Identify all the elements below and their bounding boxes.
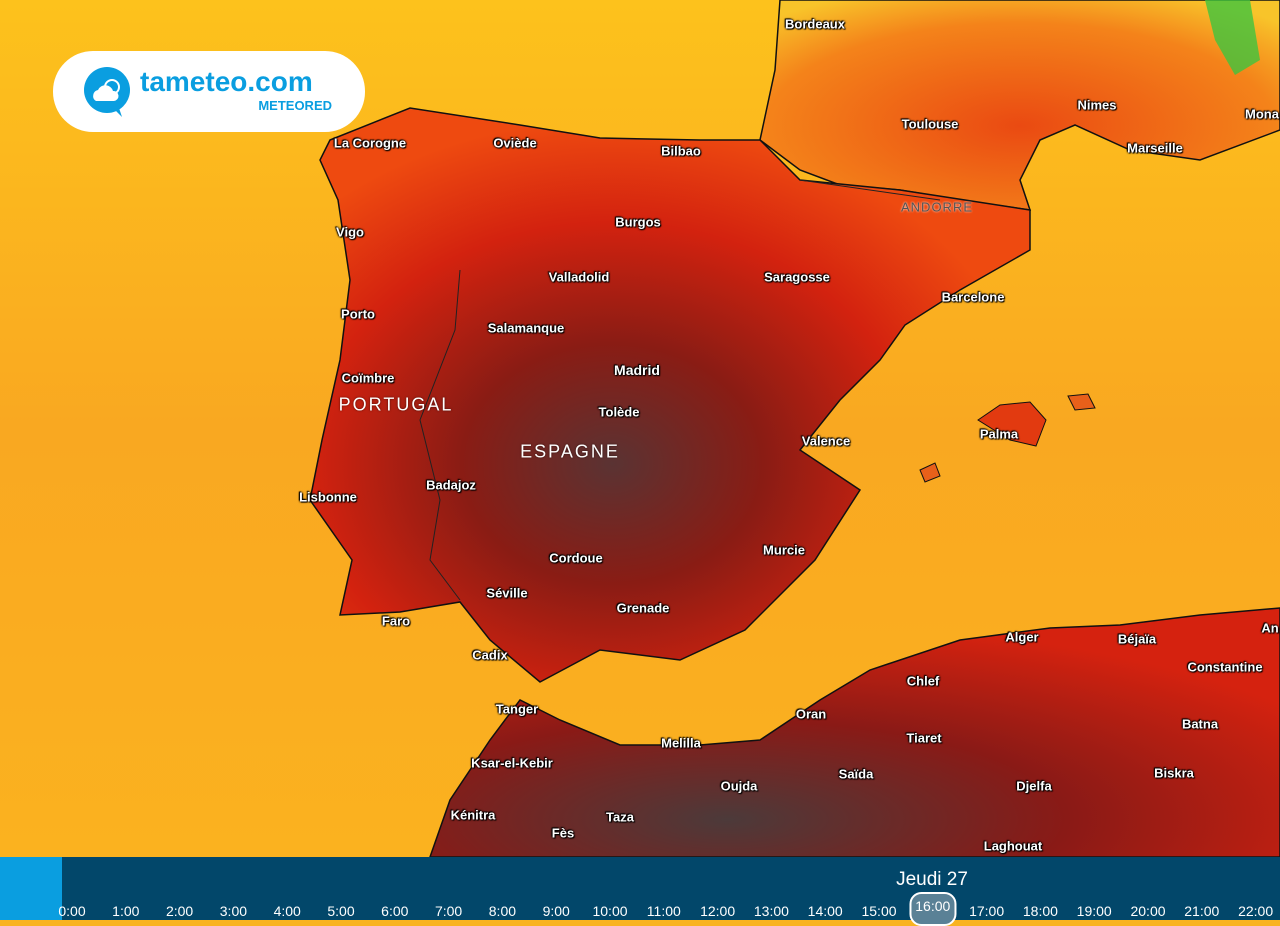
timeline-bar[interactable]: Jeudi 27 0:00 1:00 2:00 3:00 4:00 5:00 6:00 7:0… xyxy=(0,857,1280,926)
mallorca xyxy=(977,401,1047,447)
city-label: Ksar-el-Kebir xyxy=(471,755,553,771)
tameteo-logo[interactable]: tameteo.com METEORED xyxy=(53,51,365,132)
hour-tick-17-00[interactable]: 17:00 xyxy=(969,903,1005,919)
city-label: Taza xyxy=(606,809,634,825)
hour-tick-4-00[interactable]: 4:00 xyxy=(273,903,301,919)
hour-tick-21-00[interactable]: 21:00 xyxy=(1184,903,1220,919)
north-africa-land xyxy=(429,607,1280,857)
city-label: Cadix xyxy=(472,647,508,663)
city-label: Valence xyxy=(801,433,851,449)
city-label: Séville xyxy=(486,585,528,601)
menorca xyxy=(1067,393,1096,411)
hour-tick-15-00[interactable]: 15:00 xyxy=(861,903,897,919)
country-label: PORTUGAL xyxy=(338,394,454,415)
hour-tick-5-00[interactable]: 5:00 xyxy=(327,903,355,919)
temperature-map[interactable] xyxy=(0,0,1280,857)
hour-tick-16-00[interactable]: 16:00 xyxy=(909,892,957,926)
hour-tick-22-00[interactable]: 22:00 xyxy=(1238,903,1274,919)
city-label: Tiaret xyxy=(906,730,942,746)
city-label: Murcie xyxy=(763,542,805,558)
city-label: Mona xyxy=(1245,106,1279,122)
city-label: Faro xyxy=(381,613,411,629)
city-label: Bordeaux xyxy=(785,16,845,32)
city-label: Badajoz xyxy=(426,477,476,493)
city-label: Kénitra xyxy=(450,807,496,823)
hour-tick-9-00[interactable]: 9:00 xyxy=(542,903,570,919)
city-label: Djelfa xyxy=(1016,778,1052,794)
hour-tick-11-00[interactable]: 11:00 xyxy=(646,903,681,919)
city-label: Grenade xyxy=(616,600,670,616)
city-label: Toulouse xyxy=(901,116,959,132)
hour-tick-7-00[interactable]: 7:00 xyxy=(434,903,463,919)
hour-tick-0-00[interactable]: 0:00 xyxy=(58,903,86,919)
city-label: Alger xyxy=(1005,629,1039,645)
hour-tick-19-00[interactable]: 19:00 xyxy=(1076,903,1112,919)
hour-tick-13-00[interactable]: 13:00 xyxy=(753,903,789,919)
city-label: An xyxy=(1261,620,1279,636)
hour-tick-8-00[interactable]: 8:00 xyxy=(488,903,517,919)
hour-tick-20-00[interactable]: 20:00 xyxy=(1130,903,1166,919)
city-label: Oujda xyxy=(720,778,758,794)
city-label: Valladolid xyxy=(548,269,610,285)
hour-tick-18-00[interactable]: 18:00 xyxy=(1022,903,1058,919)
city-label: Melilla xyxy=(661,735,701,751)
city-label: Lisbonne xyxy=(299,489,357,505)
city-label: Saïda xyxy=(838,766,874,782)
logo-sub: METEORED xyxy=(258,98,332,113)
city-label: Fès xyxy=(551,825,575,841)
cloud-sun-bubble-icon xyxy=(84,67,130,117)
timeline-day: Jeudi 27 xyxy=(896,869,968,890)
borders xyxy=(419,179,941,601)
city-label: Oran xyxy=(795,706,827,722)
hour-tick-1-00[interactable]: 1:00 xyxy=(112,903,140,919)
city-label: Nimes xyxy=(1077,97,1117,113)
alps xyxy=(1205,0,1260,75)
hour-tick-12-00[interactable]: 12:00 xyxy=(700,903,736,919)
city-label: Constantine xyxy=(1187,659,1263,675)
ibiza xyxy=(919,462,941,483)
hour-tick-2-00[interactable]: 2:00 xyxy=(165,903,194,919)
city-label: La Corogne xyxy=(333,135,407,151)
city-label: Bilbao xyxy=(661,143,701,159)
city-label: Porto xyxy=(341,306,375,322)
city-label: Cordoue xyxy=(549,550,603,566)
france-land xyxy=(759,0,1280,211)
city-label: Vigo xyxy=(336,224,364,240)
city-label: Chlef xyxy=(906,673,940,689)
hour-tick-14-00[interactable]: 14:00 xyxy=(807,903,843,919)
city-label: Béjaïa xyxy=(1117,631,1157,647)
city-label: Palma xyxy=(979,426,1019,442)
city-label: Oviède xyxy=(493,135,537,151)
city-label: Burgos xyxy=(615,214,661,230)
hour-tick-10-00[interactable]: 10:00 xyxy=(592,903,628,919)
play-button[interactable] xyxy=(0,857,62,920)
iberia-land xyxy=(309,107,1031,683)
city-label: Barcelone xyxy=(941,289,1005,305)
city-label: Marseille xyxy=(1127,140,1183,156)
country-label: ANDORRE xyxy=(900,199,974,215)
city-label: Tanger xyxy=(495,701,539,717)
hour-tick-6-00[interactable]: 6:00 xyxy=(381,903,409,919)
city-label: Laghouat xyxy=(983,838,1043,854)
city-label: Coïmbre xyxy=(341,370,395,386)
city-label: Saragosse xyxy=(764,269,830,285)
city-label: Madrid xyxy=(614,362,660,378)
country-label: ESPAGNE xyxy=(520,441,620,462)
logo-name: tameteo.com xyxy=(140,66,313,97)
city-label: Salamanque xyxy=(487,320,565,336)
city-label: Batna xyxy=(1181,716,1219,732)
city-label: Tolède xyxy=(598,404,640,420)
city-label: Biskra xyxy=(1154,765,1194,781)
hour-tick-3-00[interactable]: 3:00 xyxy=(219,903,248,919)
